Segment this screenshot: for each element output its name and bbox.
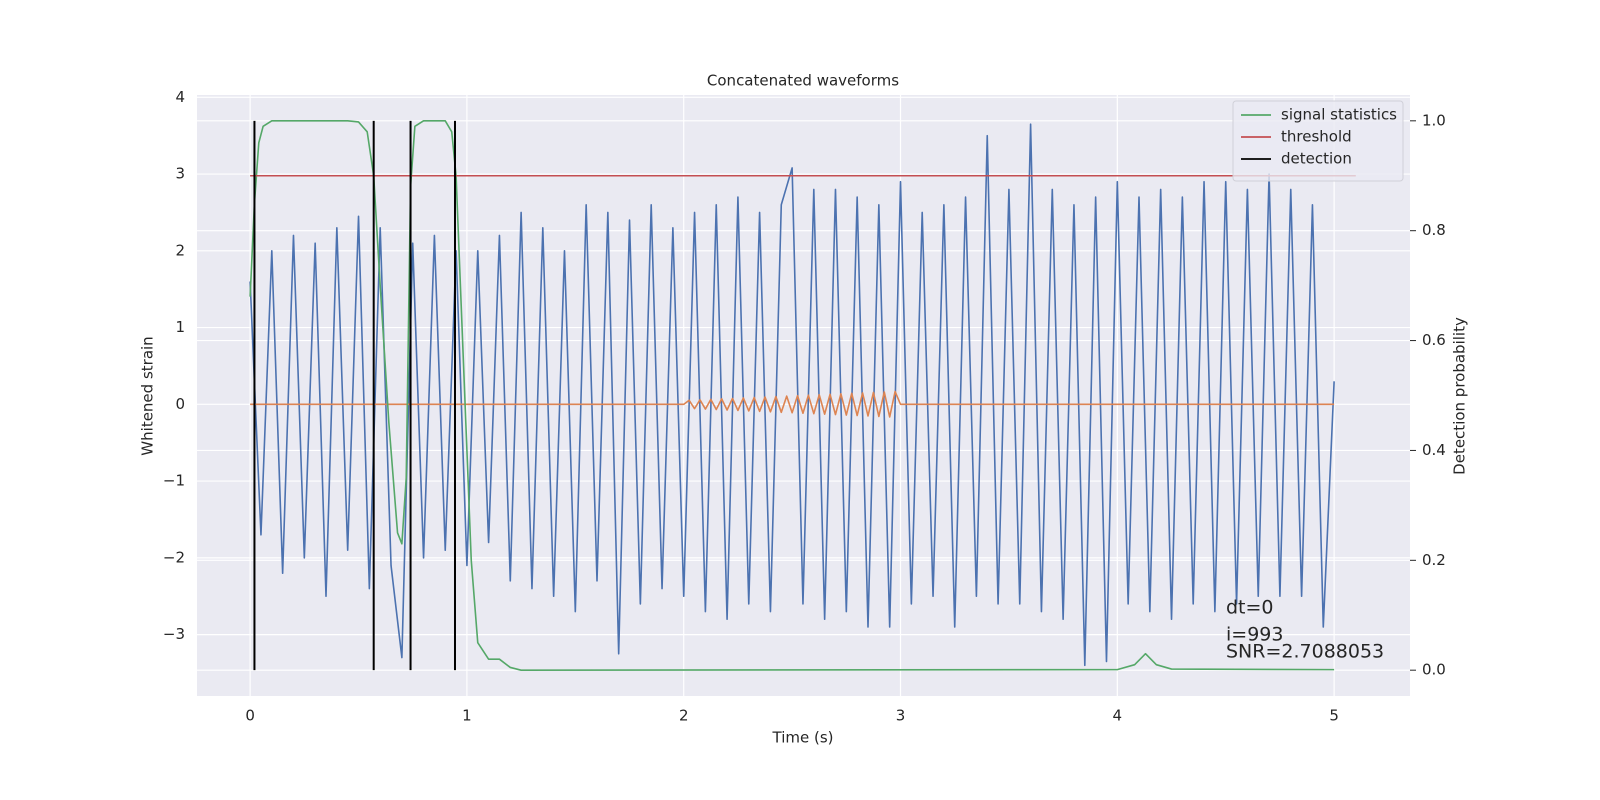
series-line: [249, 123, 1335, 667]
legend: signal statistics threshold detection: [1232, 100, 1404, 182]
y2-tick-label: 0.2: [1422, 551, 1446, 569]
x-tick-label: 2: [679, 707, 689, 725]
annotation: i=993: [1226, 624, 1283, 646]
y2-tick-label: 1.0: [1422, 111, 1446, 129]
y2-tick-label: 0.8: [1422, 221, 1446, 239]
x-tick-label: 3: [896, 707, 906, 725]
y-tick-label: 3: [175, 165, 185, 183]
y-tick-label: −3: [163, 625, 185, 643]
y-tick-label: 1: [175, 318, 185, 336]
legend-label: signal statistics: [1281, 106, 1397, 124]
y2-axis-label: Detection probability: [1451, 317, 1469, 475]
chart-title: Concatenated waveforms: [707, 72, 899, 90]
y-tick-label: 0: [175, 395, 185, 413]
legend-label: detection: [1281, 150, 1352, 168]
x-tick-label: 1: [462, 707, 472, 725]
y-tick-label: 2: [175, 241, 185, 259]
y-tick-label: −1: [163, 472, 185, 490]
x-tick-label: 5: [1329, 707, 1339, 725]
y-tick-label: 4: [175, 88, 185, 106]
x-tick-label: 0: [245, 707, 255, 725]
legend-box: [1232, 100, 1404, 182]
y2-tick-label: 0.4: [1422, 441, 1446, 459]
x-tick-label: 4: [1113, 707, 1123, 725]
annotation: SNR=2.7088053: [1226, 641, 1384, 663]
legend-label: threshold: [1281, 128, 1352, 146]
y-axis-label: Whitened strain: [139, 336, 157, 455]
y2-tick-label: 0.0: [1422, 661, 1446, 679]
x-axis-label: Time (s): [772, 729, 834, 747]
y-tick-label: −2: [163, 548, 185, 566]
series-line: [249, 120, 1335, 671]
series-line: [250, 390, 1335, 418]
annotation: dt=0: [1226, 597, 1274, 619]
marks: [249, 120, 1356, 671]
y2-tick-label: 0.6: [1422, 331, 1446, 349]
